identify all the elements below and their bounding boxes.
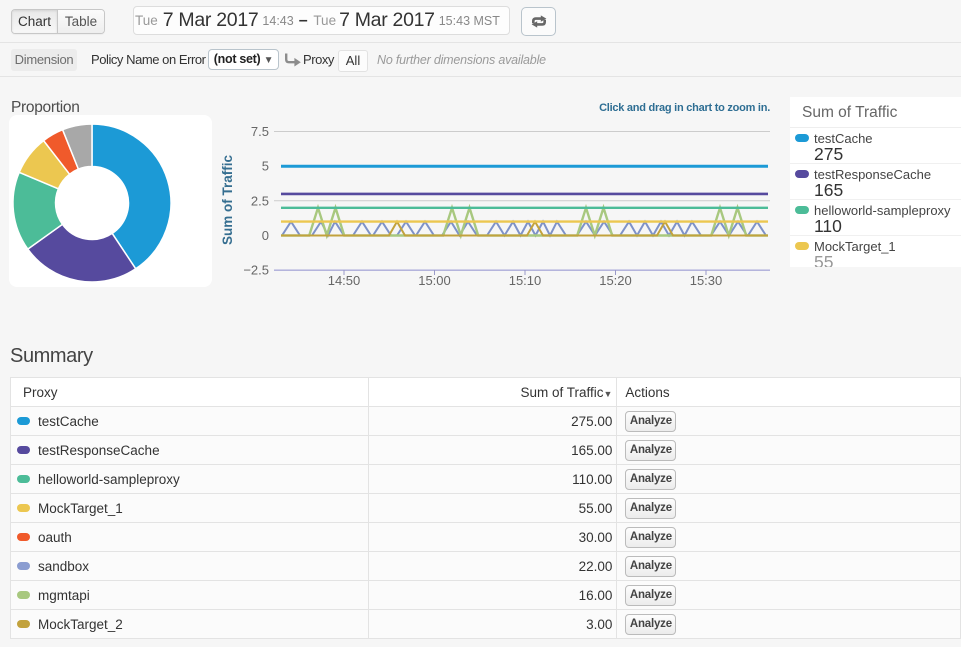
svg-text:Sum of Traffic: Sum of Traffic: [220, 155, 235, 246]
svg-text:15:10: 15:10: [509, 273, 542, 288]
svg-text:15:20: 15:20: [599, 273, 632, 288]
svg-text:15:00: 15:00: [418, 273, 451, 288]
svg-text:0: 0: [262, 228, 269, 243]
svg-text:5: 5: [262, 159, 269, 174]
svg-text:15:30: 15:30: [690, 273, 723, 288]
svg-text:14:50: 14:50: [328, 273, 361, 288]
svg-text:2.5: 2.5: [251, 193, 269, 208]
svg-text:−2.5: −2.5: [243, 263, 269, 278]
svg-text:7.5: 7.5: [251, 124, 269, 139]
